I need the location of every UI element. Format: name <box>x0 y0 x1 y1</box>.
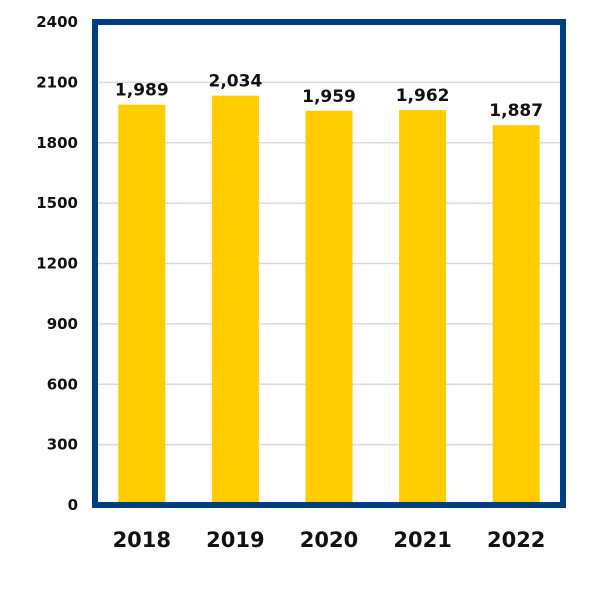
y-tick-label: 0 <box>68 496 78 514</box>
data-label-2018: 1,989 <box>115 81 169 101</box>
x-tick-label-2020: 2020 <box>300 528 358 552</box>
bar-2019 <box>211 95 259 505</box>
data-label-2021: 1,962 <box>396 86 450 106</box>
data-label-2020: 1,959 <box>302 87 356 107</box>
x-axis-tick-labels: 2018 2019 2020 2021 2022 <box>113 528 546 552</box>
y-tick-label: 300 <box>47 436 78 454</box>
bar-2018 <box>118 104 166 506</box>
data-label-2022: 1,887 <box>489 101 543 121</box>
y-tick-label: 600 <box>47 375 78 393</box>
bars <box>118 95 540 506</box>
y-tick-label: 900 <box>47 315 78 333</box>
data-labels: 1,989 2,034 1,959 1,962 1,887 <box>115 72 543 122</box>
y-tick-label: 1200 <box>36 255 78 273</box>
x-tick-label-2022: 2022 <box>487 528 545 552</box>
x-tick-label-2021: 2021 <box>393 528 451 552</box>
y-tick-label: 1800 <box>36 134 78 152</box>
plot-frame <box>92 19 566 508</box>
bar-2021 <box>399 110 447 506</box>
x-tick-label-2019: 2019 <box>206 528 264 552</box>
x-tick-label-2018: 2018 <box>113 528 171 552</box>
y-tick-label: 1500 <box>36 194 78 212</box>
y-tick-label: 2400 <box>36 13 78 31</box>
bar-2022 <box>492 125 540 506</box>
y-axis-tick-labels: 0 300 600 900 1200 1500 1800 2100 2400 <box>36 13 78 514</box>
y-tick-label: 2100 <box>36 73 78 91</box>
bar-2020 <box>305 110 353 505</box>
data-label-2019: 2,034 <box>209 72 263 92</box>
